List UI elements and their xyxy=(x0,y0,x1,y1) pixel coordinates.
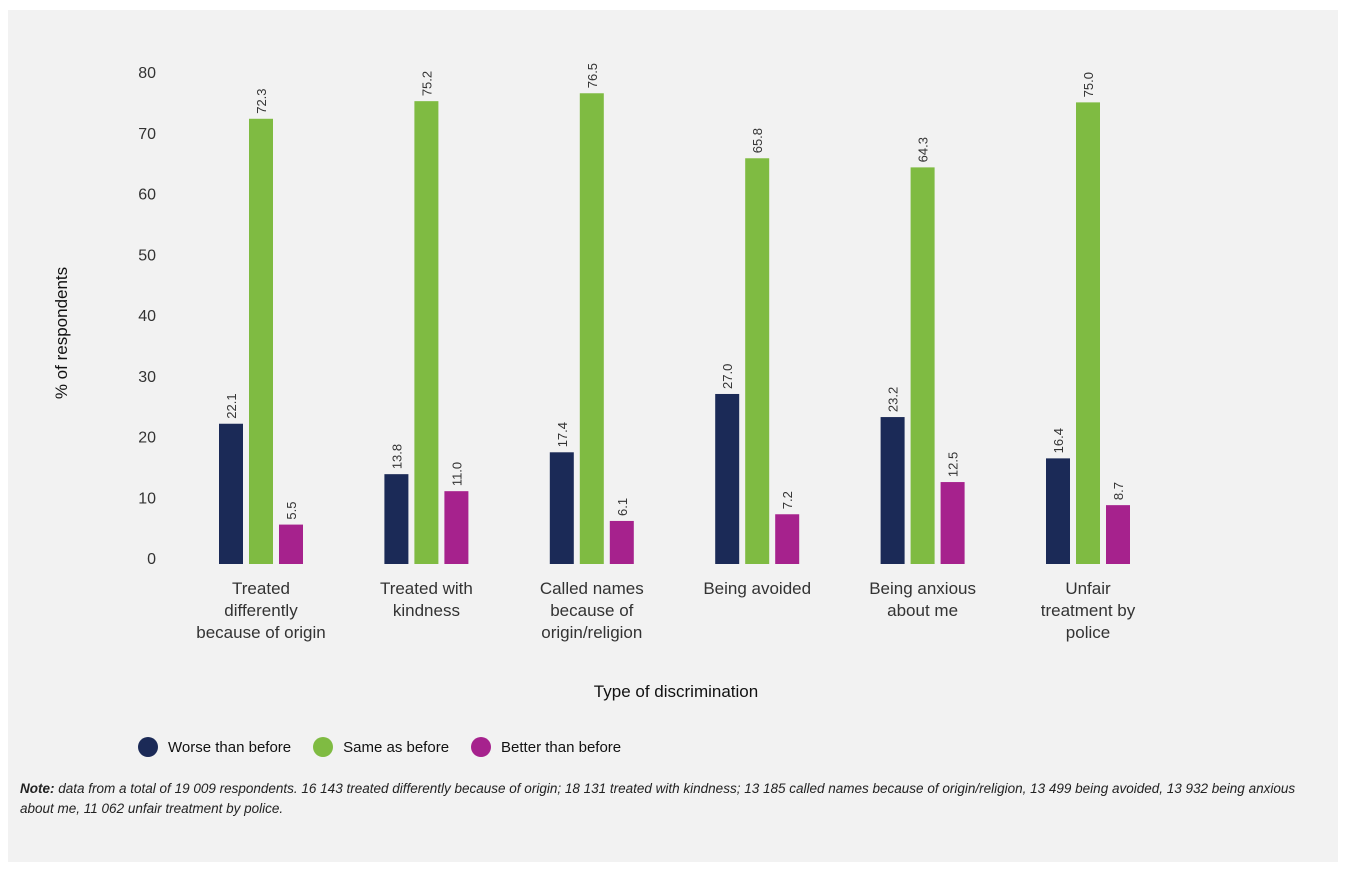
data-label: 22.1 xyxy=(224,393,239,418)
legend: Worse than before Same as before Better th… xyxy=(138,737,643,757)
note-text: data from a total of 19 009 respondents.… xyxy=(20,781,1296,816)
data-label: 75.2 xyxy=(419,71,434,96)
bar xyxy=(715,393,740,564)
bar xyxy=(910,167,935,564)
bar xyxy=(1076,102,1100,564)
x-axis-title: Type of discrimination xyxy=(594,682,758,701)
bar xyxy=(775,514,800,564)
x-tick-label: Treated with kindness xyxy=(380,579,473,620)
data-label: 64.3 xyxy=(916,137,931,162)
y-axis-ticks: 0 10 20 30 40 50 60 70 80 xyxy=(138,65,156,568)
x-tick-label-line: kindness xyxy=(393,601,460,620)
data-label: 76.5 xyxy=(585,63,600,88)
x-tick-label-line: Treated with xyxy=(380,579,473,598)
bar xyxy=(414,101,439,564)
data-label: 16.4 xyxy=(1051,428,1066,453)
data-label: 27.0 xyxy=(720,364,735,389)
data-label: 11.0 xyxy=(449,462,464,486)
x-tick-label-line: Being anxious xyxy=(869,579,976,598)
x-tick-label-line: Treated xyxy=(232,579,290,598)
y-tick-label: 80 xyxy=(138,65,156,82)
data-label: 23.2 xyxy=(886,387,901,412)
x-tick-label-line: because of xyxy=(550,601,633,620)
data-label: 7.2 xyxy=(780,491,795,509)
x-tick-label: Being anxious about me xyxy=(869,579,976,620)
bar xyxy=(249,118,273,564)
x-tick-label-line: Unfair xyxy=(1065,579,1111,598)
x-tick-label: Being avoided xyxy=(703,579,811,598)
x-tick-label-line: treatment by xyxy=(1041,601,1136,620)
legend-item: Same as before xyxy=(313,737,449,757)
y-tick-label: 0 xyxy=(147,551,156,568)
bar xyxy=(219,423,243,564)
data-label: 6.1 xyxy=(615,498,630,516)
x-tick-label-line: differently xyxy=(224,601,298,620)
bar xyxy=(279,524,303,564)
x-tick-label-line: origin/religion xyxy=(541,623,642,642)
x-tick-label-line: police xyxy=(1066,623,1110,642)
y-tick-label: 10 xyxy=(138,490,156,507)
legend-label: Better than before xyxy=(501,738,622,756)
x-tick-label: Called names because of origin/religion xyxy=(540,579,644,642)
x-tick-label-line: because of origin xyxy=(196,623,325,642)
y-tick-label: 60 xyxy=(138,187,156,204)
note-label: Note: xyxy=(20,781,55,796)
bar xyxy=(444,491,469,564)
data-label: 13.8 xyxy=(389,444,404,469)
data-label: 17.4 xyxy=(555,422,570,447)
legend-dot-icon xyxy=(471,737,492,757)
data-label: 8.7 xyxy=(1111,482,1126,500)
x-tick-label: Treated differently because of origin xyxy=(196,579,325,642)
data-label: 5.5 xyxy=(284,502,299,520)
y-tick-label: 50 xyxy=(138,247,156,264)
bar xyxy=(1106,505,1130,564)
y-axis-title: % of respondents xyxy=(52,267,71,399)
y-tick-label: 40 xyxy=(138,308,156,325)
x-tick-label: Unfair treatment by police xyxy=(1041,579,1136,642)
legend-item: Better than before xyxy=(471,737,621,757)
bar xyxy=(549,452,574,564)
bar xyxy=(745,158,770,564)
category-labels: Treated differently because of originTreat… xyxy=(196,579,1135,642)
data-label: 65.8 xyxy=(750,128,765,153)
bar xyxy=(384,474,409,564)
bars xyxy=(219,93,1130,564)
data-label: 75.0 xyxy=(1081,72,1096,97)
legend-label: Same as before xyxy=(343,738,450,756)
bar xyxy=(609,520,634,564)
bar xyxy=(579,93,604,564)
x-tick-label-line: about me xyxy=(887,601,958,620)
legend-item: Worse than before xyxy=(138,737,291,757)
legend-label: Worse than before xyxy=(168,738,292,756)
legend-dot-icon xyxy=(138,737,158,757)
bar xyxy=(880,417,905,564)
x-tick-label-line: Called names xyxy=(540,579,644,598)
note: Note: data from a total of 19 009 respon… xyxy=(20,779,1310,819)
bar xyxy=(940,482,965,564)
y-tick-label: 30 xyxy=(138,369,156,386)
x-tick-label-line: Being avoided xyxy=(703,579,811,598)
bar xyxy=(1046,458,1070,564)
data-label: 12.5 xyxy=(946,452,961,477)
y-tick-label: 70 xyxy=(138,126,156,143)
value-labels: 22.1 72.3 5.5 13.8 75.2 11.0 17.4 76.5 6.1 27.0 65… xyxy=(224,63,1126,520)
data-label: 72.3 xyxy=(254,88,269,113)
legend-dot-icon xyxy=(313,737,334,757)
y-tick-label: 20 xyxy=(138,430,156,447)
